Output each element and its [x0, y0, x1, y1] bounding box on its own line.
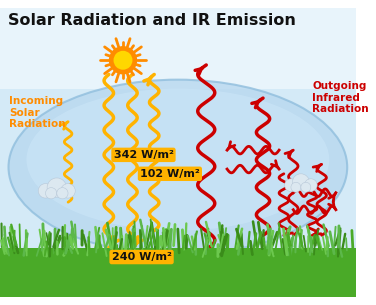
Circle shape — [45, 188, 57, 199]
Text: Incoming
Solar
Radiation: Incoming Solar Radiation — [9, 96, 66, 129]
Circle shape — [301, 182, 311, 192]
Circle shape — [38, 184, 53, 198]
Circle shape — [109, 46, 137, 74]
Text: Outgoing
Infrared
Radiation: Outgoing Infrared Radiation — [312, 81, 369, 114]
Circle shape — [293, 174, 309, 191]
Text: 342 W/m²: 342 W/m² — [114, 150, 173, 160]
Circle shape — [285, 179, 297, 192]
Circle shape — [305, 179, 317, 192]
Text: 102 W/m²: 102 W/m² — [140, 169, 200, 179]
Ellipse shape — [9, 80, 347, 255]
Circle shape — [61, 184, 75, 198]
Text: Solar Radiation and IR Emission: Solar Radiation and IR Emission — [8, 13, 296, 28]
Polygon shape — [0, 8, 356, 297]
Circle shape — [57, 188, 68, 199]
Polygon shape — [0, 89, 356, 297]
Ellipse shape — [26, 89, 329, 231]
Circle shape — [114, 51, 132, 70]
Circle shape — [291, 182, 301, 192]
Polygon shape — [0, 248, 356, 297]
Text: 240 W/m²: 240 W/m² — [112, 252, 171, 262]
Circle shape — [47, 178, 67, 197]
